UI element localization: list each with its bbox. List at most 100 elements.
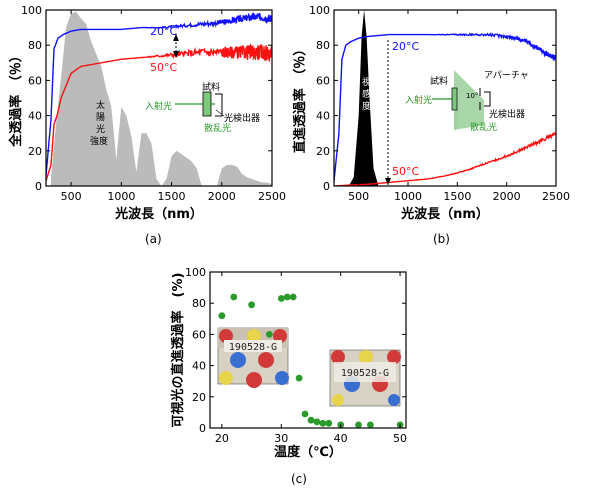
scattered-label-b: 散乱光 xyxy=(470,121,497,133)
x-tick-label-c-3: 50 xyxy=(393,432,407,445)
ticks-a: 500 1000 1500 2000 2500 0 20 40 60 80 100 xyxy=(21,4,286,203)
y-tick-label-b-1: 20 xyxy=(316,145,330,158)
y-tick-label-b-2: 40 xyxy=(316,110,330,123)
scatter-point-2 xyxy=(248,301,256,309)
y-tick-label-a-1: 20 xyxy=(28,145,42,158)
scatter-point-6 xyxy=(289,293,297,301)
chart-panel-c: 190528-G 190528-G 20 30 40 50 0 20 40 60 80 100 温… xyxy=(170,266,407,486)
series-line-a-20c xyxy=(46,11,272,176)
inset-label-20c: 190528-G xyxy=(229,342,277,353)
series-label-50c-b: 50°C xyxy=(392,165,419,178)
sample-icon-a xyxy=(202,91,212,117)
series-label-20c-b: 20°C xyxy=(392,40,419,53)
detector-icon-a xyxy=(215,93,223,117)
sample-label-b: 試料 xyxy=(430,75,448,87)
photo-inset-50c: 190528-G xyxy=(329,349,401,407)
spectrum-label-b-1: 視 xyxy=(362,76,371,88)
y-tick-label-c-0: 0 xyxy=(199,422,206,435)
x-tick-label-a-1: 1000 xyxy=(107,190,135,203)
plot-frame-c xyxy=(209,271,407,429)
solar-spectrum-layer-a xyxy=(51,11,272,186)
scatter-point-14 xyxy=(355,421,362,428)
x-tick-label-a-2: 1500 xyxy=(158,190,186,203)
y-tick-label-a-3: 60 xyxy=(28,74,42,87)
x-tick-label-b-0: 500 xyxy=(348,190,369,203)
x-tick-label-b-1: 1000 xyxy=(394,190,422,203)
y-tick-label-a-4: 80 xyxy=(28,39,42,52)
scatter-point-11 xyxy=(319,419,327,427)
y-tick-label-b-3: 60 xyxy=(316,74,330,87)
y-tick-label-a-0: 0 xyxy=(35,180,42,193)
chart-panel-a: 500 1000 1500 2000 2500 0 20 40 60 80 100 太 陽 光 強度… xyxy=(8,4,286,246)
plot-frame-b xyxy=(333,9,557,187)
photo-inset-20c: 190528-G xyxy=(217,327,289,388)
y-tick-label-c-4: 80 xyxy=(192,297,206,310)
detector-icon-b xyxy=(484,91,491,107)
series-line-a-50c xyxy=(46,43,272,181)
scatter-point-12 xyxy=(325,419,333,427)
scatter-point-5 xyxy=(283,293,291,301)
luminosity-layer-b xyxy=(348,10,379,186)
spectrum-label-a-4: 強度 xyxy=(90,135,108,147)
x-tick-label-c-1: 30 xyxy=(274,432,288,445)
x-tick-label-a-0: 500 xyxy=(61,190,82,203)
measurement-diagram-b: 試料 アパーチャ 入射光 10° 光検出器 散乱光 xyxy=(405,70,529,133)
y-tick-label-b-0: 0 xyxy=(323,180,330,193)
spectrum-label-a-3: 光 xyxy=(96,123,105,135)
x-tick-label-c-0: 20 xyxy=(215,432,229,445)
scatter-point-9 xyxy=(307,416,315,424)
x-axis-label-c: 温度（℃） xyxy=(274,444,342,460)
series-layer-a xyxy=(46,11,272,181)
scatter-point-15 xyxy=(367,421,374,428)
incident-label-b: 入射光 xyxy=(405,94,432,106)
y-tick-label-b-4: 80 xyxy=(316,39,330,52)
x-tick-label-b-3: 2000 xyxy=(493,190,521,203)
inset-label-50c: 190528-G xyxy=(341,368,389,379)
panel-label-a: (a) xyxy=(145,232,162,246)
sample-icon-b xyxy=(451,87,458,111)
y-axis-label-a: 全透過率 （％） xyxy=(8,49,24,148)
y-tick-label-b-5: 100 xyxy=(309,4,330,17)
scatter-point-7 xyxy=(295,374,303,382)
scatter-point-0 xyxy=(218,312,226,320)
series-line-b-20c xyxy=(334,32,556,181)
series-layer-b xyxy=(334,32,556,186)
x-tick-label-c-2: 40 xyxy=(334,432,348,445)
y-tick-label-c-5: 100 xyxy=(185,266,206,279)
y-tick-label-c-3: 60 xyxy=(192,328,206,341)
ticks-c: 20 30 40 50 0 20 40 60 80 100 xyxy=(185,266,407,445)
scattered-label-a: 散乱光 xyxy=(204,122,231,134)
series-line-b-50c xyxy=(334,132,556,186)
spectrum-label-b-3: 度 xyxy=(362,100,371,112)
scatter-point-3 xyxy=(266,331,273,338)
spectrum-label-b: 視 感 度 xyxy=(362,76,371,112)
spectrum-label-b-2: 感 xyxy=(362,88,371,100)
measurement-diagram-a: 試料 入射光 光検出器 散乱光 xyxy=(145,81,260,134)
arrow-head-b xyxy=(385,178,391,185)
y-tick-label-a-5: 100 xyxy=(21,4,42,17)
y-tick-label-c-1: 20 xyxy=(192,391,206,404)
aperture-label-b: アパーチャ xyxy=(484,70,529,81)
panel-label-c: (c) xyxy=(291,472,307,486)
scatter-point-10 xyxy=(313,418,321,426)
scatter-point-8 xyxy=(301,410,309,418)
chart-panel-b: 500 1000 1500 2000 2500 0 20 40 60 80 100 視 感 度 20… xyxy=(292,4,570,246)
spectrum-area-a xyxy=(51,11,272,186)
scatter-point-4 xyxy=(277,295,285,302)
y-axis-label-c: 可視光の直進透過率 (%) xyxy=(170,273,186,428)
spectrum-label-a-1: 太 xyxy=(96,99,105,111)
spectrum-label-a-2: 陽 xyxy=(96,112,105,123)
ticks-b: 500 1000 1500 2000 2500 0 20 40 60 80 100 xyxy=(309,4,570,203)
x-axis-label-b: 光波長（nm） xyxy=(400,206,489,222)
y-tick-label-c-2: 40 xyxy=(192,360,206,373)
transmittance-change-arrow-a xyxy=(173,34,179,58)
scatter-point-1 xyxy=(230,293,238,301)
x-tick-label-b-2: 1500 xyxy=(443,190,471,203)
x-tick-label-a-3: 2000 xyxy=(208,190,236,203)
series-label-20c-a: 20°C xyxy=(150,25,177,38)
series-label-50c-a: 50°C xyxy=(150,61,177,74)
x-axis-label-a: 光波長（nm） xyxy=(114,206,203,222)
panel-label-b: (b) xyxy=(433,232,450,246)
spectrum-area-b xyxy=(348,10,379,186)
